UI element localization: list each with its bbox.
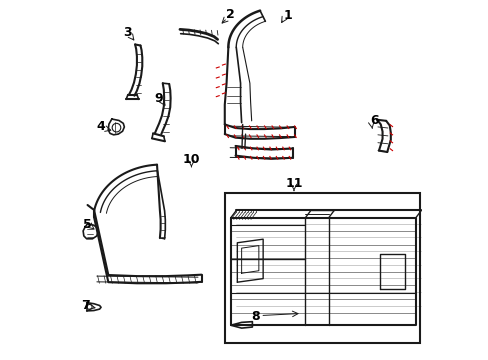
Text: 2: 2	[226, 8, 235, 21]
Bar	[224, 193, 419, 343]
Text: 8: 8	[250, 310, 259, 324]
Text: 7: 7	[81, 299, 90, 312]
Text: 3: 3	[123, 27, 132, 40]
Text: 11: 11	[285, 177, 302, 190]
Text: 4: 4	[97, 121, 105, 134]
Text: 9: 9	[155, 92, 163, 105]
Text: 10: 10	[183, 153, 200, 166]
Text: 1: 1	[283, 9, 291, 22]
Text: 5: 5	[83, 218, 92, 231]
Text: 6: 6	[369, 114, 378, 127]
